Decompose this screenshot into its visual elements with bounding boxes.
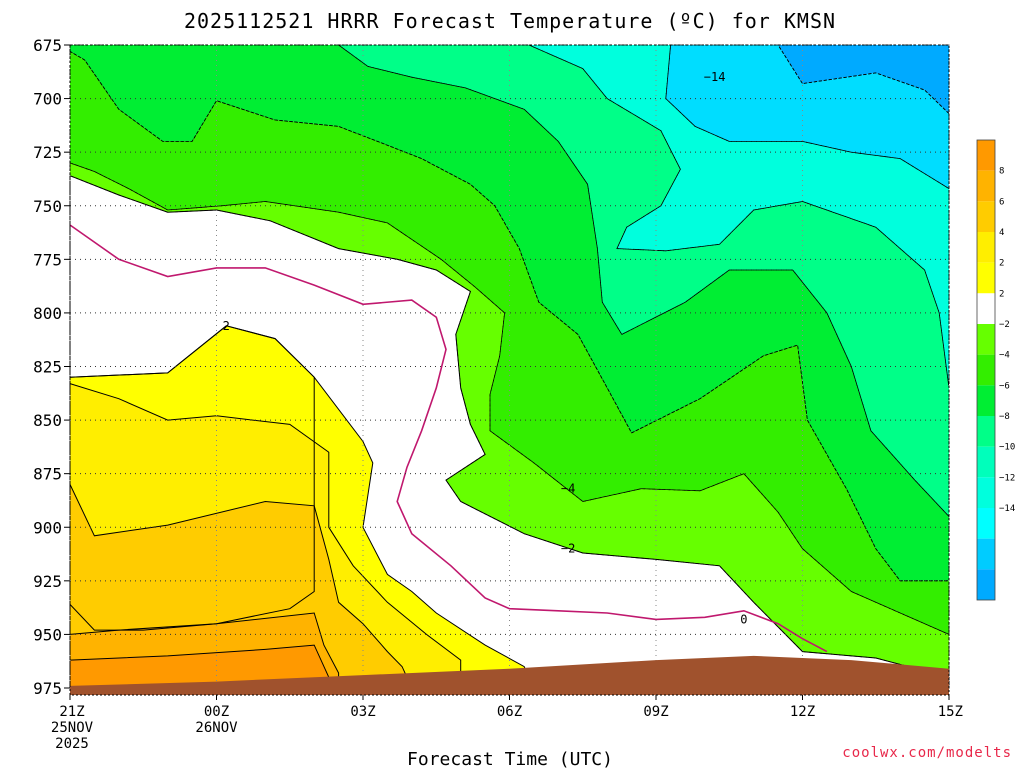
colorbar: 8 6 4 2 2 −2 −4 −6 −8 −10 −12 −14: [976, 139, 1015, 601]
colorbar-tick-label: −12: [999, 473, 1015, 483]
x-tick-label: 25NOV: [51, 720, 94, 736]
colorbar-band: [977, 508, 995, 539]
contour-line-0: [69, 174, 950, 689]
colorbar-band: [977, 324, 995, 355]
colorbar-band: [977, 201, 995, 232]
contour-region--6: [70, 45, 949, 581]
colorbar-tick-label: 4: [999, 228, 1004, 238]
colorbar-band: [977, 293, 995, 324]
chart-title: 2025112521 HRRR Forecast Temperature (ºC…: [184, 9, 836, 33]
contour-region--14: [778, 45, 949, 114]
colorbar-band: [977, 232, 995, 263]
x-tick-label: 03Z: [350, 704, 375, 720]
y-tick-label: 675: [33, 36, 62, 55]
x-tick-label: 12Z: [790, 704, 815, 720]
colorbar-tick-label: −4: [999, 351, 1010, 361]
y-tick-label: 775: [33, 250, 62, 269]
contour-labels: 2 −14 −4 −2 0: [223, 70, 748, 626]
colorbar-tick-label: 6: [999, 197, 1004, 207]
contour-label: 0: [740, 612, 747, 626]
y-tick-label: 975: [33, 679, 62, 698]
contour-region--10: [529, 45, 949, 388]
contour-label: −14: [704, 70, 726, 84]
contour-region-0: [70, 175, 949, 688]
contour-region-10: [70, 645, 334, 688]
x-tick-label: 2025: [55, 736, 89, 752]
colorbar-border: [976, 139, 996, 601]
contour-region--12: [665, 45, 949, 189]
contour-region--2: [70, 162, 949, 678]
credit-link[interactable]: coolwx.com/modelts: [842, 745, 1012, 761]
contour-label: −2: [561, 542, 575, 556]
x-tick-label: 15Z: [938, 704, 963, 720]
colorbar-tick-label: −6: [999, 381, 1010, 391]
colorbar-tick-label: −2: [999, 320, 1010, 330]
zero-isotherm-line: [69, 224, 828, 653]
y-tick-label: 875: [33, 465, 62, 484]
contour-line--8: [337, 44, 950, 518]
colorbar-band: [977, 416, 995, 447]
y-tick-label: 750: [33, 197, 62, 216]
colorbar-tick-label: −10: [999, 443, 1015, 453]
colorbar-tick-label: −14: [999, 504, 1015, 514]
y-tick-label: 800: [33, 304, 62, 323]
y-tick-label: 700: [33, 90, 62, 109]
y-axis: 675 700 725 750 775 800 825 850 875 900 925 950 975: [33, 36, 70, 698]
colorbar-band: [977, 569, 995, 600]
contour-line--10: [528, 44, 950, 388]
colorbar-tick-label: −8: [999, 412, 1010, 422]
colorbar-band: [977, 140, 995, 171]
colorbar-band: [977, 477, 995, 508]
colorbar-tick-label: 2: [999, 259, 1004, 269]
contour-line--12: [665, 44, 950, 190]
y-tick-label: 850: [33, 411, 62, 430]
colorbar-band: [977, 262, 995, 294]
terrain-surface: [70, 655, 949, 695]
colorbar-band: [977, 170, 995, 202]
y-tick-label: 925: [33, 572, 62, 591]
contour-region--8: [338, 45, 950, 517]
contour-label: 2: [223, 319, 230, 333]
colorbar-band: [977, 446, 995, 478]
contour-region--4: [70, 51, 949, 635]
x-tick-label: 09Z: [643, 704, 668, 720]
colorbar-band: [977, 538, 995, 570]
colorbar-tick-label: 2: [999, 289, 1004, 299]
y-tick-label: 950: [33, 625, 62, 644]
contour-lines: [69, 44, 950, 689]
x-tick-label: 21Z: [59, 704, 84, 720]
contour-label: −4: [561, 482, 575, 496]
y-tick-label: 900: [33, 518, 62, 537]
y-tick-label: 725: [33, 143, 62, 162]
terrain: [70, 655, 949, 695]
y-tick-label: 825: [33, 358, 62, 377]
colorbar-tick-label: 8: [999, 167, 1004, 177]
x-tick-label: 26NOV: [195, 720, 238, 736]
x-axis-label: Forecast Time (UTC): [407, 749, 613, 768]
colorbar-band: [977, 354, 995, 386]
contour-fills: [70, 45, 950, 688]
colorbar-band: [977, 385, 995, 416]
x-tick-label: 00Z: [204, 704, 229, 720]
x-tick-label: 06Z: [497, 704, 522, 720]
